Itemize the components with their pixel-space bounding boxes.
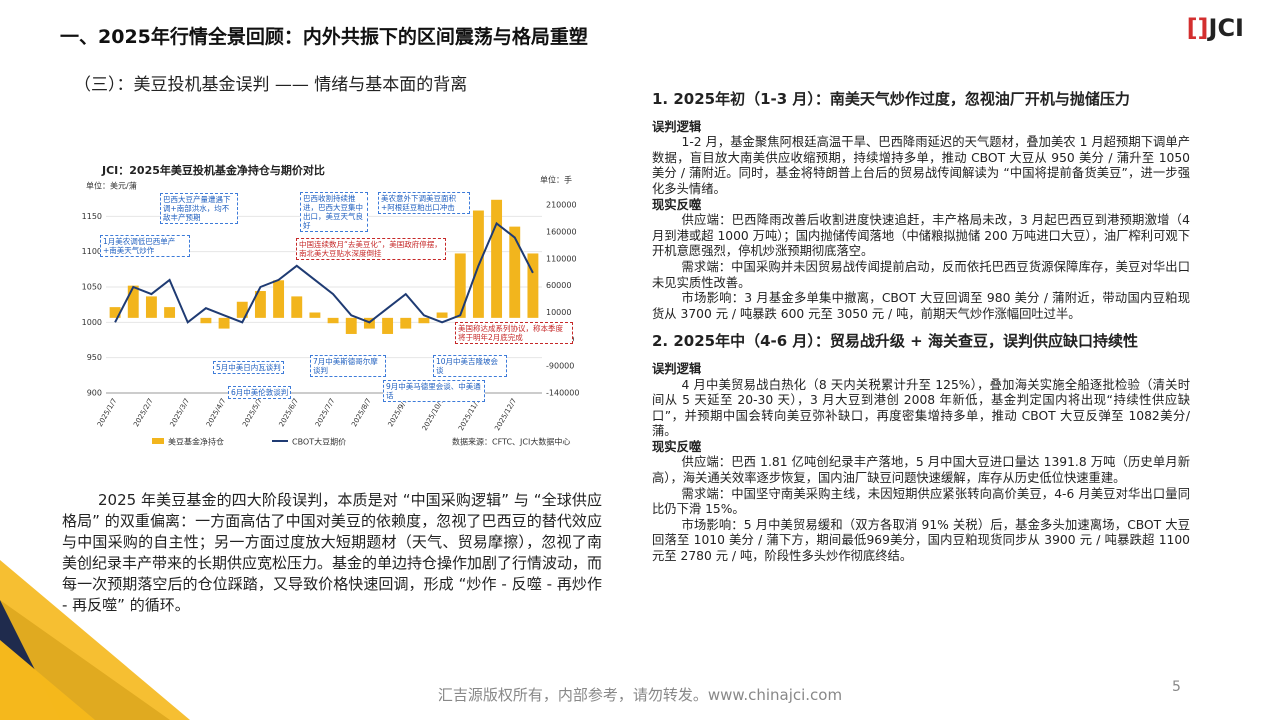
source: 数据来源：CFTC、JCI大数据中心 <box>452 437 570 447</box>
annotation-box: 美农意外下调美豆面积+阿根廷豆粕出口冲击 <box>378 192 470 214</box>
page-number: 5 <box>1172 679 1181 695</box>
paragraph: 供应端：巴西降雨改善后收割进度快速追赶，丰产格局未改，3 月起巴西豆到港预期激增… <box>652 213 1190 259</box>
logo: []JCI <box>1186 14 1244 42</box>
annotation: 7月中美斯德哥尔摩谈判 <box>310 355 386 377</box>
y2-tick-label: 60000 <box>546 281 571 290</box>
section-heading: 1. 2025年初（1-3 月）：南美天气炒作过度，忽视油厂开机与抛储压力 <box>652 90 1130 108</box>
block-label: 现实反噬 <box>652 439 702 454</box>
bar <box>273 280 285 318</box>
paragraph: 4 月中美贸易战白热化（8 天内关税累计升至 125%），叠加海关实施全船逐批检… <box>652 377 1190 439</box>
bar <box>164 307 176 318</box>
annotation: 美农意外下调美豆面积+阿根廷豆粕出口冲击 <box>378 192 470 214</box>
y-tick-label: 900 <box>87 389 102 398</box>
annotation-box: 6月中美伦敦谈判 <box>228 386 292 399</box>
annotation-box: 7月中美斯德哥尔摩谈判 <box>310 355 386 377</box>
annotation: 9月中美马德里会谈、中美通话 <box>383 380 485 402</box>
bar <box>436 312 448 318</box>
bar <box>527 253 539 318</box>
bar <box>327 317 339 324</box>
summary-paragraph: 2025 年美豆基金的四大阶段误判，本质是对 “中国采购逻辑” 与 “全球供应格… <box>62 491 603 614</box>
section-heading: 2. 2025年中（4-6 月）：贸易战升级 + 海关查豆，误判供应缺口持续性 <box>652 332 1138 351</box>
annotation-box: 1月美农调低巴西单产+南美天气炒作 <box>100 235 190 257</box>
annotation: 10月中美吉隆坡会谈 <box>433 355 507 377</box>
bar <box>418 317 430 324</box>
bar <box>491 199 503 318</box>
y-tick-label: 950 <box>87 353 102 362</box>
annotation: 美国称达成系列协议，称本季度将于明年2月底完成 <box>455 322 573 344</box>
bar <box>218 317 230 329</box>
line <box>114 221 534 324</box>
y2-tick-label: 160000 <box>546 227 577 236</box>
legend-swatch <box>152 438 164 444</box>
paragraph: 市场影响：3 月基金多单集中撤离，CBOT 大豆回调至 980 美分 / 蒲附近… <box>652 291 1190 321</box>
annotation: 中国连续数月“去美豆化”，美国政府停摆，南北美大豆贴水深度倒挂 <box>296 238 446 260</box>
bar <box>345 317 357 334</box>
paragraph: 供应端：巴西 1.81 亿吨创纪录丰产落地，5 月中国大豆进口量达 1391.8… <box>652 455 1190 486</box>
annotation: 巴西大豆产量遭遇下调+南部洪水，均不敌丰产预期 <box>160 193 238 224</box>
paragraph: 需求端：中国坚守南美采购主线，未因短期供应紧张转向高价美豆，4-6 月美豆对华出… <box>652 486 1190 517</box>
bar <box>145 296 157 318</box>
slide-subtitle: （三）：美豆投机基金误判 —— 情绪与基本面的背离 <box>74 75 468 95</box>
analysis-column: 1. 2025年初（1-3 月）：南美天气炒作过度，忽视油厂开机与抛储压力 误判逻… <box>652 90 1190 577</box>
bar <box>200 317 212 324</box>
y2-tick-label: 210000 <box>546 201 577 210</box>
block-label: 误判逻辑 <box>652 361 702 376</box>
y2-axis-label: 单位：手 <box>540 175 572 185</box>
bar <box>236 301 248 318</box>
bar <box>127 285 139 318</box>
y-tick-label: 1050 <box>82 283 102 292</box>
chart-title: JCI：2025年美豆投机基金净持仓与期价对比 <box>101 163 325 177</box>
y-tick-label: 1150 <box>82 212 102 221</box>
y2-tick-label: 10000 <box>546 308 571 317</box>
bar <box>254 291 266 318</box>
annotation: 6月中美伦敦谈判 <box>228 386 292 399</box>
legend-label: CBOT大豆期价 <box>292 437 346 447</box>
block-label: 现实反噬 <box>652 197 702 212</box>
block-label: 误判逻辑 <box>652 119 702 134</box>
chart: JCI：2025年美豆投机基金净持仓与期价对比 单位：美元/蒲 单位：手 数据来… <box>62 160 588 460</box>
annotation-box: 9月中美马德里会谈、中美通话 <box>383 380 485 402</box>
annotation-box: 10月中美吉隆坡会谈 <box>433 355 507 377</box>
paragraph: 市场影响：5 月中美贸易缓和（双方各取消 91% 关税）后，基金多头加速离场，C… <box>652 517 1190 564</box>
bar <box>400 317 412 329</box>
annotation-box: 美国称达成系列协议，称本季度将于明年2月底完成 <box>455 322 573 344</box>
paragraph: 1-2 月，基金聚焦阿根廷高温干旱、巴西降雨延迟的天气题材，叠加美农 1 月超预… <box>652 135 1190 196</box>
section: 2. 2025年中（4-6 月）：贸易战升级 + 海关查豆，误判供应缺口持续性误… <box>652 334 1190 564</box>
legend-label: 美豆基金净持仓 <box>168 437 224 447</box>
y-tick-label: 1000 <box>82 318 102 327</box>
annotation: 5月中美日内瓦谈判 <box>213 361 284 374</box>
footer: 汇吉源版权所有，内部参考，请勿转发。www.chinajci.com <box>437 686 843 704</box>
section: 1. 2025年初（1-3 月）：南美天气炒作过度，忽视油厂开机与抛储压力 误判逻… <box>652 90 1190 322</box>
annotation-box: 巴西收割持续推进，巴西大豆集中出口，美豆天气良好 <box>300 192 368 232</box>
slide-title: 一、2025年行情全景回顾：内外共振下的区间震荡与格局重塑 <box>60 26 588 48</box>
bar <box>454 253 466 318</box>
bar <box>309 312 321 318</box>
logo-text: JCI <box>1208 14 1244 42</box>
y2-tick-label: 110000 <box>546 254 577 263</box>
annotation-box: 中国连续数月“去美豆化”，美国政府停摆，南北美大豆贴水深度倒挂 <box>296 238 446 260</box>
y-axis-label: 单位：美元/蒲 <box>86 181 137 191</box>
annotation: 1月美农调低巴西单产+南美天气炒作 <box>100 235 190 257</box>
annotation-box: 巴西大豆产量遭遇下调+南部洪水，均不敌丰产预期 <box>160 193 238 224</box>
y2-tick-label: -90000 <box>546 362 574 371</box>
bar <box>509 226 521 318</box>
annotation: 巴西收割持续推进，巴西大豆集中出口，美豆天气良好 <box>300 192 368 232</box>
bar <box>109 307 121 318</box>
bar <box>382 317 394 334</box>
paragraph: 需求端：中国采购并未因贸易战传闻提前启动，反而依托巴西豆货源保障库存，美豆对华出… <box>652 259 1190 290</box>
bar <box>291 296 303 318</box>
annotation-box: 5月中美日内瓦谈判 <box>213 361 284 374</box>
y2-tick-label: -140000 <box>546 389 579 398</box>
y-tick-label: 1100 <box>82 247 102 256</box>
